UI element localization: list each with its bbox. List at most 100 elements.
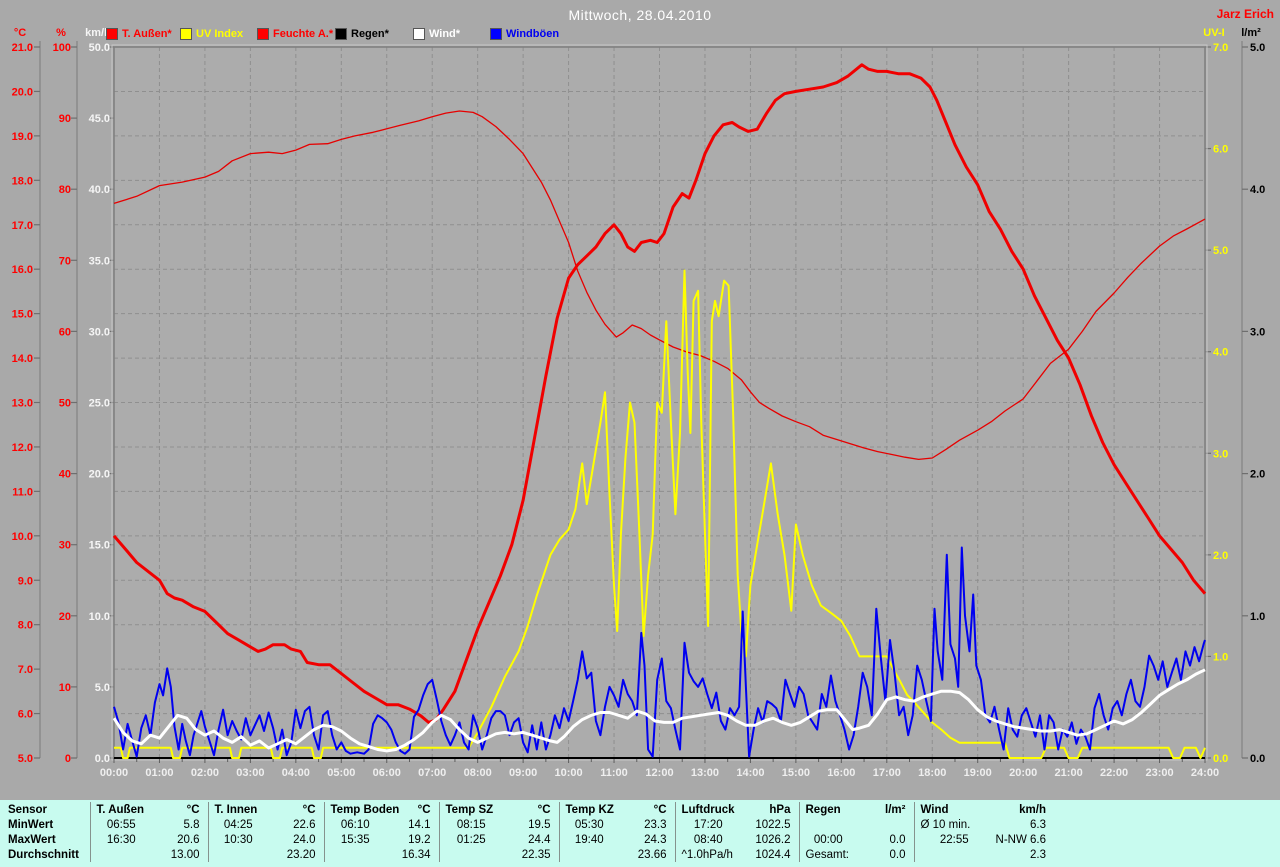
stat-cell-value: 2.3 [1030, 848, 1046, 861]
axis-tick-label-tempC: 18.0 [12, 175, 33, 187]
axis-tick-label-tempC: 16.0 [12, 264, 33, 276]
stat-cell-time: 06:10 [323, 817, 386, 832]
stat-col-unit: °C [302, 803, 316, 816]
axis-header-tempC: °C [13, 27, 27, 39]
axis-tick-label-kmh: 0.0 [95, 753, 110, 765]
legend-item-4: Wind* [413, 28, 460, 40]
statistics-table: Sensor T. Außen °C T. Innen °C Temp Boden °C Te… [0, 800, 1280, 867]
stat-cell-value: 19.5 [528, 818, 551, 831]
axis-tick-label-pct: 90 [59, 113, 71, 125]
axis-tick-label-tempC: 6.0 [18, 709, 33, 721]
axis-tick-label-tempC: 7.0 [18, 664, 33, 676]
axis-header-uv: UV-I [1203, 27, 1225, 39]
axis-tick-label-kmh: 10.0 [89, 611, 110, 623]
legend-label: UV Index [196, 28, 244, 40]
stat-cell-time: 16:30 [89, 832, 152, 847]
stat-cell-value: 23.66 [637, 848, 667, 861]
stat-cell-time: 00:00 [798, 832, 857, 847]
stat-cell-value [857, 817, 914, 832]
axis-tick-label-kmh: 20.0 [89, 469, 110, 481]
axis-tick-label-lm2: 0.0 [1250, 753, 1265, 765]
time-label: 16:00 [827, 767, 855, 779]
weather-chart: 5.0 6.0 7.0 8.0 9.0 10.0 11.0 12.0 13.0 14.0 15.0 1… [12, 41, 1265, 779]
stat-cell-time [438, 847, 503, 862]
axis-tick-label-pct: 80 [59, 184, 71, 196]
stat-cell-time [558, 847, 619, 862]
legend-swatch-icon [490, 28, 502, 40]
stat-cell-value: 23.3 [644, 818, 667, 831]
axis-tick-label-tempC: 14.0 [12, 353, 33, 365]
axis-tick-label-pct: 70 [59, 255, 71, 267]
axis-tick-label-kmh: 45.0 [89, 113, 110, 125]
stat-cell-time: 22:55 [913, 832, 994, 847]
page-title: Mittwoch, 28.04.2010 [568, 7, 712, 23]
time-label: 20:00 [1009, 767, 1037, 779]
stat-cell-value: 16.34 [401, 848, 431, 861]
time-label: 10:00 [555, 767, 583, 779]
plot-area [114, 47, 1205, 758]
stat-cell-value: N-NW 6.6 [995, 833, 1046, 846]
axis-tick-label-uv: 4.0 [1213, 347, 1228, 359]
time-label: 05:00 [327, 767, 355, 779]
time-label: 12:00 [645, 767, 673, 779]
stat-cell-value: 0.0 [889, 833, 906, 846]
stat-col-name: Temp KZ [558, 802, 619, 817]
axis-tick-label-lm2: 4.0 [1250, 184, 1265, 196]
series-wind [113, 668, 1206, 753]
time-label: 04:00 [282, 767, 310, 779]
time-axis: 00:00 01:00 02:00 03:00 04:00 05:00 06:00 07:00… [100, 758, 1219, 779]
time-label: 08:00 [464, 767, 492, 779]
time-label: 11:00 [600, 767, 628, 779]
stat-cell-value: 1022.5 [755, 818, 791, 831]
stat-row-label: MinWert [8, 818, 54, 831]
axis-tick-label-tempC: 19.0 [12, 131, 33, 143]
axis-tick-label-uv: 2.0 [1213, 550, 1228, 562]
legend-label: Feuchte A.* [273, 28, 334, 40]
time-label: 19:00 [964, 767, 992, 779]
time-label: 24:00 [1191, 767, 1219, 779]
stat-col-unit: l/m² [885, 803, 906, 816]
stat-col-unit: °C [417, 803, 431, 816]
stat-cell-value: 19.2 [408, 833, 431, 846]
axis-tick-label-lm2: 5.0 [1250, 42, 1265, 54]
stat-cell-time [913, 847, 994, 862]
axis-tick-label-pct: 60 [59, 326, 71, 338]
stat-cell-time [89, 847, 152, 862]
series-feuchtea [113, 110, 1206, 461]
time-label: 22:00 [1100, 767, 1128, 779]
time-label: 03:00 [236, 767, 264, 779]
stat-cell-time: ^1.0hPa/h [674, 847, 741, 862]
stat-filler [1054, 847, 1280, 862]
stat-cell-time [323, 847, 386, 862]
time-label: 21:00 [1055, 767, 1083, 779]
legend-swatch-icon [180, 28, 192, 40]
series-tauen [113, 63, 1207, 724]
axis-tick-label-pct: 0 [65, 753, 71, 765]
legend-label: Regen* [351, 28, 389, 40]
legend-item-0: T. Außen* [106, 28, 172, 40]
legend-swatch-icon [257, 28, 269, 40]
stat-col-unit: °C [186, 803, 200, 816]
stat-cell-value: 6.3 [1030, 818, 1046, 831]
axis-tick-label-tempC: 10.0 [12, 531, 33, 543]
stat-col-name: Regen [798, 802, 857, 817]
stat-filler [1054, 832, 1280, 847]
stat-col-name: Wind [913, 802, 994, 817]
axis-tick-label-kmh: 35.0 [89, 255, 110, 267]
stat-cell-value: 1024.4 [755, 848, 791, 861]
stat-cell-time: 17:20 [674, 817, 741, 832]
series-group [113, 63, 1207, 759]
stat-cell-value: 22.35 [521, 848, 551, 861]
stat-col-unit: km/h [1019, 803, 1046, 816]
time-label: 15:00 [782, 767, 810, 779]
sensor-stats-table: Sensor T. Außen °C T. Innen °C Temp Boden °C Te… [0, 802, 1280, 862]
axis-tick-label-tempC: 17.0 [12, 220, 33, 232]
time-label: 14:00 [736, 767, 764, 779]
axis-tick-label-pct: 30 [59, 540, 71, 552]
axis-header-kmh: km/h [85, 27, 111, 39]
time-label: 09:00 [509, 767, 537, 779]
axis-tick-label-kmh: 25.0 [89, 398, 110, 410]
chart-legend: T. Außen* UV Index Feuchte A.* Regen* Wind* W… [0, 28, 1280, 42]
axis-tick-label-uv: 6.0 [1213, 144, 1228, 156]
